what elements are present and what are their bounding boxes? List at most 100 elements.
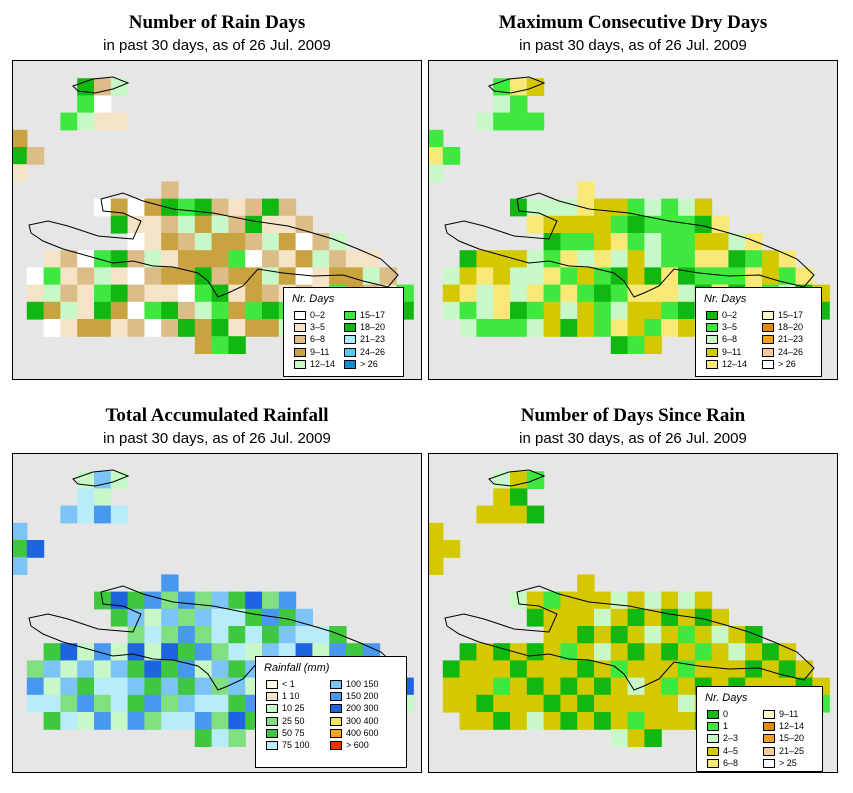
grid-cell [594,250,612,268]
grid-cell [543,267,561,286]
grid-cell [262,233,280,251]
legend-swatch [266,728,278,738]
grid-cell [262,626,280,644]
grid-cell [459,643,477,661]
legend-label: 15–17 [360,310,386,320]
grid-cell [745,250,763,268]
grid-cell [627,284,645,303]
grid-cell [476,712,494,730]
grid-cell [560,319,578,337]
grid-cell [161,198,179,217]
grid-cell [627,301,645,320]
grid-cell [661,626,679,644]
grid-cell [178,198,196,217]
grid-cell [94,319,112,337]
grid-cell [262,284,280,303]
grid-cell [610,643,629,661]
grid-cell [127,215,145,234]
legend-label: 150 200 [346,691,379,702]
grid-cell [594,608,612,627]
grid-cell [711,660,729,679]
grid-cell [644,336,662,354]
grid-cell [94,677,112,696]
legend-label: 6–8 [310,334,326,345]
grid-cell [678,591,696,610]
grid-cell [476,319,494,337]
legend-label: 50 75 [282,727,305,738]
grid-cell [543,198,561,217]
grid-cell [711,626,729,644]
grid-cell [610,233,629,251]
legend-swatch [266,704,278,714]
grid-cell [110,471,129,489]
grid-cell [661,250,679,268]
grid-cell [228,284,246,303]
grid-cell [295,233,313,251]
grid-cell [577,591,595,610]
grid-cell [493,95,511,114]
grid-cell [661,319,679,337]
grid-cell [110,677,129,696]
grid-cell [778,643,797,661]
legend-label: 2–3 [723,733,739,744]
grid-cell [442,694,461,713]
grid-cell [77,505,95,524]
grid-cell [661,301,679,320]
grid-cell [26,660,45,679]
legend-dry-days: Nr. Days 0–2 3–5 6–8 9–11 12–14 15–17 18–20 21–… [695,287,822,377]
grid-cell [543,250,561,268]
legend-swatch [266,680,278,689]
grid-cell [245,608,263,627]
grid-cell [594,591,612,610]
legend-label: 21–25 [779,745,805,756]
grid-cell [194,660,213,679]
grid-cell [627,660,645,679]
grid-cell [627,198,645,217]
grid-cell [127,198,145,217]
legend-swatch [762,359,774,369]
grid-cell [127,677,145,696]
grid-cell [211,591,229,610]
grid-cell [510,95,528,114]
grid-cell [510,660,528,679]
grid-cell [694,660,713,679]
grid-cell [627,694,645,713]
legend-swatch [344,347,356,357]
grid-cell [610,608,629,627]
legend-label: 9–11 [310,346,330,357]
grid-cell [493,471,511,489]
grid-cell [178,608,196,627]
grid-cell [329,250,347,268]
grid-cell [262,319,280,337]
grid-cell [211,626,229,644]
coastline-cuba-tip [72,469,130,487]
grid-cell [543,284,561,303]
legend-label: 1 [723,721,729,732]
grid-cell [745,267,763,286]
grid-cell [560,233,578,251]
grid-cell [329,626,347,644]
grid-cell [178,319,196,337]
grid-cell [379,267,397,286]
grid-cell [13,522,28,541]
grid-cell [678,712,696,730]
grid-cell [476,112,494,131]
grid-cell [228,694,246,713]
legend-label: 15–20 [779,733,805,744]
grid-cell [43,694,61,713]
coastline-cuba-tip [72,76,130,94]
map-canvas [13,76,414,354]
grid-cell [178,626,196,644]
grid-cell [510,677,528,696]
grid-cell [178,660,196,679]
grid-cell [526,712,545,730]
grid-cell [362,250,381,268]
grid-cell [262,591,280,610]
grid-cell [194,267,213,286]
grid-cell [510,488,528,507]
grid-cell [429,557,444,575]
grid-cell [295,267,313,286]
legend-label: > 26 [778,358,796,369]
grid-cell [110,301,129,320]
legend-label: 6–8 [722,334,738,345]
